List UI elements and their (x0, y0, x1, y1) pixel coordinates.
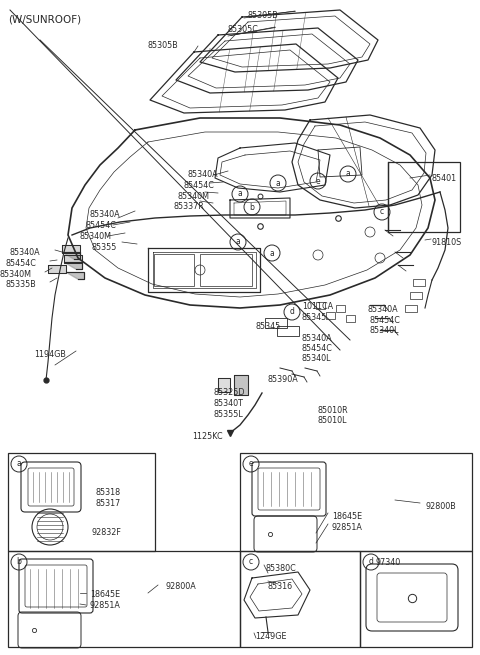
Text: 1249GE: 1249GE (255, 632, 287, 641)
Text: 85340A: 85340A (368, 305, 398, 314)
Bar (154, 254, 194, 286)
Bar (346, 315, 355, 322)
Text: c: c (380, 208, 384, 217)
Bar (410, 292, 422, 299)
Text: 97340: 97340 (375, 558, 400, 567)
Text: 18645E: 18645E (90, 590, 120, 599)
Text: 18645E: 18645E (332, 512, 362, 521)
Text: 85335B: 85335B (5, 280, 36, 289)
Text: 85316: 85316 (268, 582, 293, 591)
Text: 85318: 85318 (95, 488, 120, 497)
Text: 85340A: 85340A (90, 210, 120, 219)
Text: a: a (276, 179, 280, 187)
Polygon shape (48, 265, 66, 273)
Text: a: a (17, 460, 22, 468)
Bar (277, 326, 299, 336)
Text: 85340T: 85340T (213, 399, 243, 408)
Bar (265, 318, 287, 328)
Text: 85454C: 85454C (5, 259, 36, 268)
Text: d: d (289, 307, 294, 316)
Text: (W/SUNROOF): (W/SUNROOF) (8, 14, 81, 24)
Text: b: b (17, 557, 22, 567)
Text: 85454C: 85454C (370, 316, 401, 325)
Text: 85345: 85345 (255, 322, 280, 331)
Polygon shape (62, 252, 80, 259)
Polygon shape (218, 378, 230, 392)
Bar (405, 305, 417, 312)
Bar (240, 453, 472, 551)
Text: 1011CA: 1011CA (302, 302, 333, 311)
Bar (326, 312, 335, 319)
Text: 85010R: 85010R (318, 406, 348, 415)
Text: 85390A: 85390A (268, 375, 299, 384)
Bar (336, 305, 345, 312)
Text: 1194GB: 1194GB (34, 350, 66, 359)
Text: 85454C: 85454C (85, 221, 116, 230)
Text: 85340A: 85340A (188, 170, 218, 179)
Text: 85340M: 85340M (0, 270, 32, 279)
Text: 92800A: 92800A (165, 582, 196, 591)
Bar (8, 453, 155, 551)
Text: 85340L: 85340L (302, 354, 332, 363)
Text: 85325D: 85325D (213, 388, 244, 397)
Text: 91810S: 91810S (432, 238, 462, 247)
Text: 1125KC: 1125KC (192, 432, 223, 441)
Bar (388, 162, 460, 232)
Text: 85340M: 85340M (80, 232, 112, 241)
Polygon shape (234, 375, 248, 395)
Polygon shape (64, 255, 82, 263)
Text: 85355: 85355 (92, 243, 118, 252)
Text: c: c (249, 557, 253, 567)
Text: 85305C: 85305C (228, 25, 259, 34)
Text: 85337R: 85337R (173, 202, 204, 211)
Bar (360, 551, 472, 647)
Polygon shape (66, 272, 84, 279)
Text: 92851A: 92851A (332, 523, 363, 532)
Text: a: a (238, 189, 242, 198)
Polygon shape (62, 245, 80, 253)
Text: 92832F: 92832F (92, 528, 122, 537)
Text: a: a (346, 170, 350, 179)
Text: 85401: 85401 (431, 174, 456, 183)
Text: 85355L: 85355L (213, 410, 243, 419)
Text: 85305B: 85305B (248, 11, 279, 20)
Text: d: d (369, 557, 373, 567)
Bar (316, 302, 325, 309)
Bar (200, 254, 252, 286)
Bar (8, 551, 240, 647)
Text: 92800B: 92800B (426, 502, 457, 511)
Text: 85340A: 85340A (302, 334, 333, 343)
Text: e: e (249, 460, 253, 468)
Text: a: a (236, 238, 240, 246)
Text: 85454C: 85454C (183, 181, 214, 190)
Bar (413, 279, 425, 286)
Text: 92851A: 92851A (90, 601, 121, 610)
Text: a: a (270, 248, 275, 257)
Text: 85340A: 85340A (10, 248, 41, 257)
Text: 85340L: 85340L (370, 326, 399, 335)
Text: 85317: 85317 (95, 499, 120, 508)
Text: 85305B: 85305B (148, 41, 179, 50)
Text: 85345: 85345 (302, 313, 327, 322)
Text: 85380C: 85380C (265, 564, 296, 573)
Text: b: b (250, 202, 254, 212)
Text: 85454C: 85454C (302, 344, 333, 353)
Text: e: e (316, 176, 320, 185)
Text: 85010L: 85010L (318, 416, 348, 425)
Bar (240, 551, 360, 647)
Polygon shape (64, 262, 82, 269)
Text: 85340M: 85340M (178, 192, 210, 201)
